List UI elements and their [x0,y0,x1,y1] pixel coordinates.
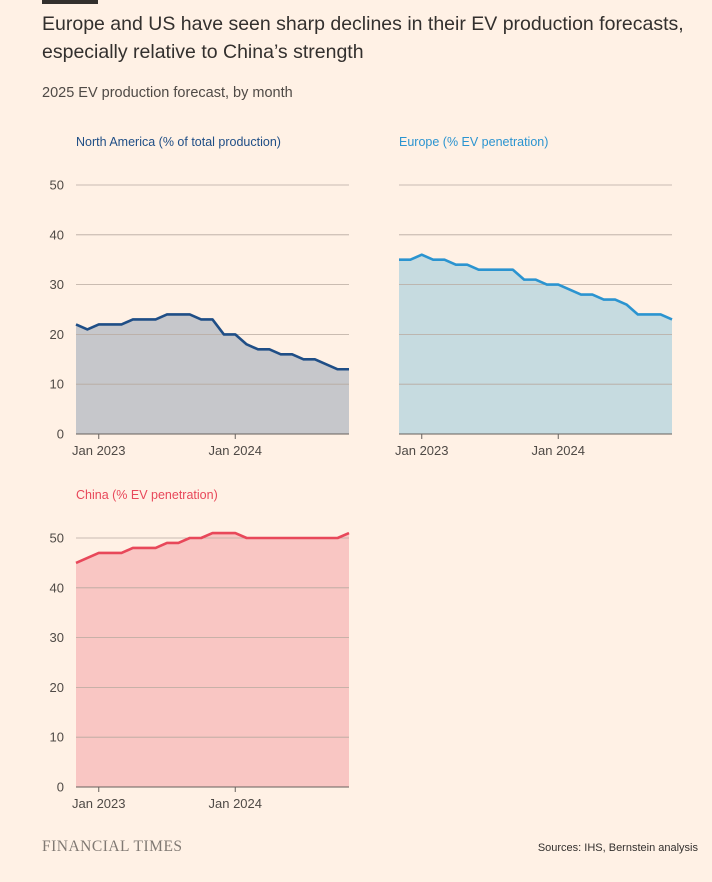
ft-brand-logo: FINANCIAL TIMES [42,838,183,855]
area-fill [399,254,672,434]
y-tick-label: 30 [50,277,64,292]
x-tick-label: Jan 2024 [532,443,586,458]
x-tick-label: Jan 2024 [209,443,263,458]
panel-title: China (% EV penetration) [76,488,218,502]
chart-panel-cn: China (% EV penetration) 0 10 20 30 40 50 Jan 2… [50,488,350,811]
x-tick-label: Jan 2024 [209,796,263,811]
y-tick-label: 10 [50,730,64,745]
y-tick-label: 30 [50,630,64,645]
panel-title: Europe (% EV penetration) [399,135,548,149]
chart-subtitle: 2025 EV production forecast, by month [42,85,293,101]
chart-panel-na: North America (% of total production) 0 10… [50,135,350,458]
y-tick-label: 0 [57,780,64,795]
area-fill [76,533,349,787]
y-tick-label: 40 [50,580,64,595]
y-tick-label: 0 [57,427,64,442]
x-tick-label: Jan 2023 [72,796,126,811]
y-tick-label: 10 [50,377,64,392]
y-tick-label: 50 [50,178,64,193]
x-tick-label: Jan 2023 [72,443,126,458]
chart-panel-eu: Europe (% EV penetration) Jan 2023 Jan 202… [395,135,673,458]
y-tick-label: 50 [50,531,64,546]
x-tick-label: Jan 2023 [395,443,449,458]
chart-headline: Europe and US have seen sharp declines i… [42,13,684,63]
y-tick-label: 40 [50,227,64,242]
y-tick-label: 20 [50,680,64,695]
area-fill [76,314,349,434]
panel-title: North America (% of total production) [76,135,281,149]
y-tick-label: 20 [50,327,64,342]
header-accent-bar [42,0,98,4]
source-note: Sources: IHS, Bernstein analysis [537,842,698,854]
